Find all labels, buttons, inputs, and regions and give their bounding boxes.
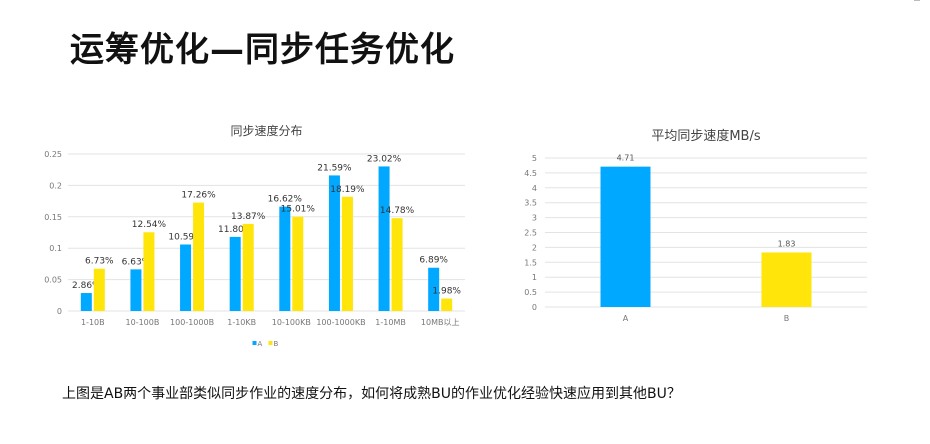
data-label-A: 21.59% [317,163,352,173]
chart-title: 平均同步速度MB/s [651,128,761,144]
bar-A [130,269,142,311]
x-tick-label: A [623,314,629,323]
legend-swatch-B [268,341,273,345]
x-tick-label: 1-10KB [227,318,256,327]
bar-A [80,293,92,311]
bar-B [761,252,812,307]
x-tick-label: 10MB以上 [421,318,460,327]
chart-title: 同步速度分布 [230,123,302,138]
y-tick-label: 4.5 [524,169,537,178]
x-tick-label: B [784,314,790,323]
legend-label-B: B [274,340,279,348]
y-tick-label: 3 [532,214,537,223]
slide-title: 运筹优化—同步任务优化 [70,30,455,70]
y-tick-label: 1.5 [524,258,537,267]
y-tick-label: 0.1 [49,244,62,253]
legend-label-A: A [258,340,263,348]
bar-A [378,166,390,311]
bar-B [193,202,205,311]
data-label-A: 4.71 [617,154,635,163]
corner-mark [914,0,920,5]
data-label-B: 1.83 [778,239,796,248]
slide-caption: 上图是AB两个事业部类似同步作业的速度分布，如何将成熟BU的作业优化经验快速应用… [62,386,681,402]
y-tick-label: 0 [532,303,537,312]
data-label-B: 14.78% [380,206,415,216]
x-tick-label: 100-1000KB [316,318,365,327]
bar-B [441,298,453,311]
data-label-A: 11.80% [218,225,253,235]
data-label-A: 10.59% [168,232,203,242]
y-tick-label: 2 [532,243,537,252]
bar-A [600,166,651,307]
y-tick-label: 4 [532,184,537,193]
data-label-A: 2.86% [72,281,101,291]
bar-A [180,244,192,311]
y-tick-label: 5 [532,154,537,163]
bar-B [143,232,155,311]
y-tick-label: 0 [57,307,62,316]
bar-B [292,216,304,311]
bar-B [391,218,403,311]
x-tick-label: 10-100B [126,318,160,327]
x-tick-label: 10-100KB [272,318,311,327]
data-label-B: 17.26% [181,191,216,201]
bar-A [428,267,440,311]
data-label-A: 16.62% [268,195,303,205]
data-label-B: 18.19% [330,185,365,195]
x-tick-label: 1-10B [81,318,105,327]
bar-A [279,206,291,311]
data-label-A: 6.89% [419,256,448,266]
y-tick-label: 0.2 [49,181,62,190]
x-tick-label: 1-10MB [375,318,406,327]
bar-A [229,236,241,311]
bar-B [93,268,105,311]
y-tick-label: 0.15 [44,213,62,222]
y-tick-label: 3.5 [524,199,537,208]
legend-swatch-A [252,341,257,345]
data-label-B: 13.87% [231,212,266,222]
y-tick-label: 0.05 [44,276,62,285]
bar-B [242,223,254,311]
x-tick-label: 100-1000B [170,318,214,327]
data-label-B: 15.01% [281,205,316,215]
y-tick-label: 0.25 [44,150,62,159]
bar-A [328,175,340,311]
data-label-A: 6.63% [122,257,151,267]
y-tick-label: 1 [532,273,537,282]
data-label-A: 23.02% [367,154,402,164]
data-label-B: 1.98% [432,287,461,297]
data-label-B: 12.54% [132,220,167,230]
y-tick-label: 0.5 [524,288,537,297]
y-tick-label: 2.5 [524,229,537,238]
data-label-B: 6.73% [85,257,114,267]
bar-B [341,196,353,311]
